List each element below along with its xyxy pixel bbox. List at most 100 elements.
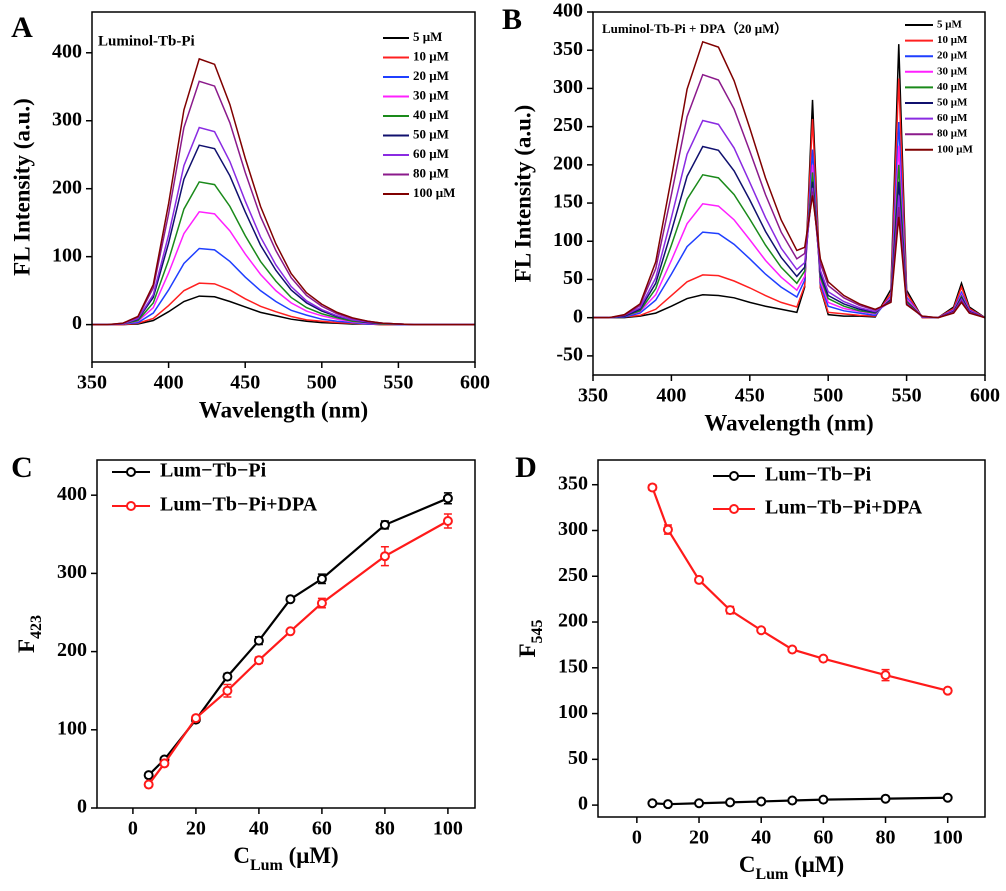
- legend-label: 10 μM: [413, 48, 449, 63]
- y-tick-label: 200: [57, 639, 87, 661]
- plot-area: [92, 57, 475, 326]
- marker: [143, 770, 154, 781]
- marker: [159, 758, 170, 769]
- x-tick-label: 0: [632, 827, 642, 849]
- legend-label: 60 μM: [937, 112, 968, 124]
- legend-label: 100 μM: [937, 143, 973, 155]
- legend-label: 30 μM: [937, 65, 968, 77]
- marker: [756, 796, 767, 807]
- x-tick-label: 600: [460, 372, 490, 394]
- y-tick-label: 400: [57, 483, 87, 505]
- legend-label: 80 μM: [413, 165, 449, 180]
- x-tick-label: 0: [128, 818, 138, 840]
- legend-label: 30 μM: [413, 87, 449, 102]
- axis-title-part: C: [233, 843, 250, 868]
- legend-label: Lum−Tb−Pi+DPA: [160, 494, 318, 516]
- x-tick-label: 550: [383, 372, 413, 394]
- marker: [285, 594, 296, 605]
- marker: [222, 671, 233, 682]
- legend-marker: [729, 504, 739, 514]
- marker: [647, 482, 658, 493]
- y-tick-label: 300: [558, 518, 588, 540]
- y-tick-label: 0: [72, 312, 82, 334]
- y-tick-label: 350: [558, 472, 588, 494]
- panel-title: Luminol-Tb-Pi: [98, 33, 195, 49]
- legend-label: 50 μM: [413, 126, 449, 141]
- marker: [818, 653, 829, 664]
- series-line: [593, 164, 985, 319]
- axis-title-part: C: [739, 852, 756, 877]
- y-tick-label: 50: [568, 747, 588, 769]
- legend-label: 100 μM: [413, 185, 455, 200]
- marker: [787, 795, 798, 806]
- plot-area: [647, 482, 953, 810]
- y-tick-label: 200: [553, 152, 583, 174]
- marker: [942, 792, 953, 803]
- y-tick-label: 300: [52, 108, 82, 130]
- x-tick-label: 400: [656, 385, 686, 407]
- axis-title-part: Lum: [755, 866, 789, 883]
- y-tick-label: 0: [578, 793, 588, 815]
- y-tick-label: 100: [52, 244, 82, 266]
- series-line: [92, 57, 475, 326]
- x-tick-label: 20: [186, 818, 206, 840]
- panel-label: D: [515, 451, 537, 484]
- axis-title-part: F: [515, 643, 540, 657]
- plot-frame: [597, 459, 986, 818]
- x-tick-label: 600: [970, 385, 1000, 407]
- legend-label: 5 μM: [937, 19, 962, 31]
- marker: [442, 493, 453, 504]
- legend-label: 80 μM: [937, 128, 968, 140]
- axis-title-part: Lum: [250, 857, 284, 874]
- y-tick-label: 50: [563, 267, 583, 289]
- legend-label: 10 μM: [937, 34, 968, 46]
- y-tick-label: 250: [553, 114, 583, 136]
- y-tick-label: 150: [553, 191, 583, 213]
- axis-title-part: F: [14, 639, 39, 653]
- axis-title-part: (μM): [788, 852, 844, 877]
- marker: [143, 779, 154, 790]
- panel-label: B: [502, 3, 522, 36]
- plot-frame: [91, 11, 476, 363]
- y-tick-label: -50: [556, 343, 583, 365]
- series-line: [593, 73, 985, 319]
- y-tick-label: 150: [558, 655, 588, 677]
- x-tick-label: 60: [813, 827, 833, 849]
- marker: [942, 685, 953, 696]
- marker: [190, 713, 201, 724]
- legend-label: Lum−Tb−Pi: [160, 460, 267, 482]
- legend-label: 60 μM: [413, 146, 449, 161]
- marker: [647, 798, 658, 809]
- y-tick-label: 200: [52, 176, 82, 198]
- axis-title: F423: [14, 615, 45, 653]
- series-line: [147, 520, 449, 786]
- marker: [880, 793, 891, 804]
- legend-label: 50 μM: [937, 97, 968, 109]
- legend-marker: [729, 471, 739, 481]
- panel-label: A: [11, 11, 33, 44]
- panel-label: C: [11, 451, 33, 484]
- marker: [316, 598, 327, 609]
- axis-title: CLum (μM): [233, 843, 338, 874]
- x-tick-label: 550: [892, 385, 922, 407]
- y-tick-label: 200: [558, 610, 588, 632]
- marker: [253, 635, 264, 646]
- y-tick-label: 100: [558, 701, 588, 723]
- legend-label: Lum−Tb−Pi+DPA: [765, 497, 923, 519]
- y-tick-label: 100: [553, 229, 583, 251]
- legend-label: 40 μM: [413, 107, 449, 122]
- legend-marker: [126, 467, 136, 477]
- y-tick-label: 250: [558, 564, 588, 586]
- marker: [316, 573, 327, 584]
- axis-title: Wavelength (nm): [704, 410, 873, 435]
- x-tick-label: 450: [735, 385, 765, 407]
- legend-label: 20 μM: [413, 68, 449, 83]
- legend-marker: [126, 501, 136, 511]
- legend-label: 40 μM: [937, 81, 968, 93]
- marker: [756, 625, 767, 636]
- series-line: [147, 497, 449, 776]
- y-tick-label: 100: [57, 717, 87, 739]
- marker: [662, 524, 673, 535]
